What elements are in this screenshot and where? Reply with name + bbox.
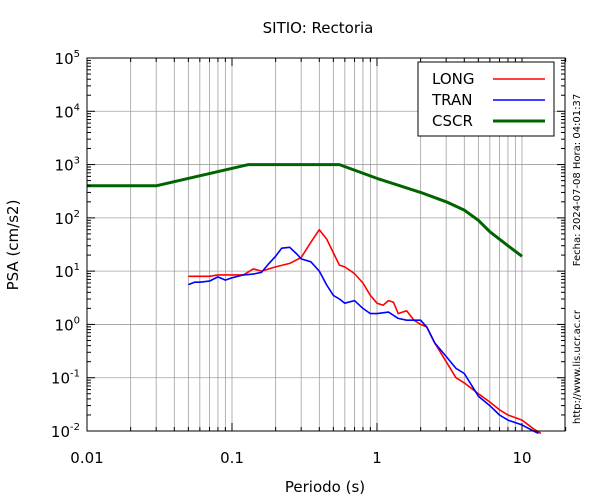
x-tick-label: 1 [372, 449, 382, 467]
x-axis-label: Periodo (s) [285, 478, 365, 496]
legend-box [417, 61, 555, 137]
y-tick-label: 104 [55, 102, 80, 121]
axis-ticks [86, 57, 567, 432]
y-tick-label: 10-1 [51, 369, 80, 388]
y-tick-label: 101 [55, 262, 80, 281]
y-tick-label: 102 [55, 209, 80, 228]
x-tick-labels: 0.01 0.1 1 10 [70, 449, 531, 467]
plot-frame [86, 57, 566, 432]
x-tick-label: 0.01 [70, 449, 103, 467]
legend-label-tran: TRAN [431, 91, 472, 109]
series-line-long [188, 228, 542, 435]
y-tick-label: 103 [55, 156, 80, 175]
y-axis-label: PSA (cm/s2) [4, 200, 22, 291]
date-stamp: Fecha: 2024-07-08 Hora: 04:01:37 [572, 94, 583, 267]
chart-title: SITIO: Rectoria [263, 19, 374, 37]
x-tick-label: 10 [512, 449, 531, 467]
y-tick-labels: 10-2 10-1 100 101 102 103 104 105 [51, 49, 80, 441]
series-line-cscr [87, 163, 523, 258]
x-tick-label: 0.1 [220, 449, 244, 467]
y-tick-label: 105 [55, 49, 80, 68]
data-series [87, 163, 542, 435]
legend-label-long: LONG [432, 70, 474, 88]
y-tick-label: 10-2 [51, 422, 80, 441]
series-line-tran [188, 246, 539, 435]
legend: LONG TRAN CSCR [417, 61, 555, 137]
y-tick-label: 100 [55, 315, 80, 334]
legend-label-cscr: CSCR [432, 112, 473, 130]
source-url: http://www.lis.ucr.ac.cr [572, 309, 583, 424]
